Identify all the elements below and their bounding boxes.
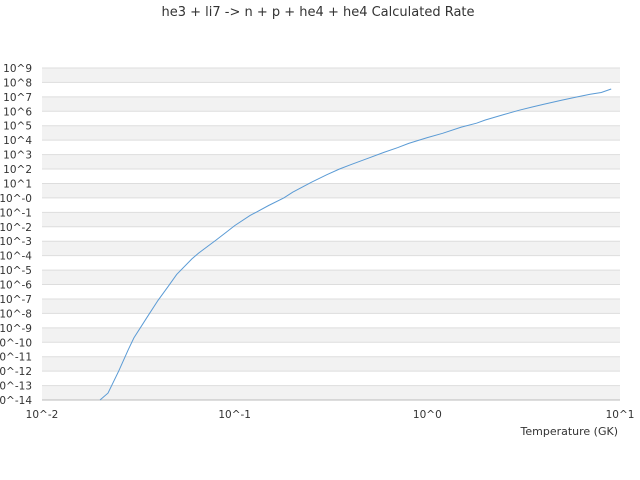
x-tick-label: 10^-1 bbox=[218, 409, 251, 421]
grid-band bbox=[42, 96, 620, 112]
y-tick-label: 10^7 bbox=[3, 92, 32, 104]
grid-band bbox=[42, 385, 620, 400]
x-tick-label: 10^0 bbox=[413, 409, 442, 421]
rate-series-line bbox=[99, 88, 612, 401]
grid-band bbox=[42, 183, 620, 198]
grid-band bbox=[42, 68, 620, 83]
grid-band bbox=[42, 154, 620, 170]
grid-band bbox=[42, 298, 620, 314]
y-tick-label: 10^5 bbox=[3, 121, 32, 133]
grid-band bbox=[42, 212, 620, 227]
x-axis-label: Temperature (GK) bbox=[520, 425, 619, 438]
y-tick-label: 10^-6 bbox=[0, 280, 32, 292]
grid-lines bbox=[42, 67, 620, 401]
y-tick-label: 10^-1 bbox=[0, 207, 32, 219]
y-tick-labels: 10^-14 10^-13 10^-12 10^-11 10^-10 10^-9 10^-8… bbox=[0, 63, 32, 407]
y-tick-label: 10^6 bbox=[3, 106, 32, 118]
y-tick-label: 10^1 bbox=[3, 178, 32, 190]
grid-band bbox=[42, 125, 620, 141]
x-tick-label: 10^1 bbox=[606, 409, 635, 421]
y-tick-label: 10^-3 bbox=[0, 236, 32, 248]
y-tick-label: 10^-5 bbox=[0, 265, 32, 277]
grid-bands bbox=[42, 68, 620, 400]
grid-band bbox=[42, 327, 620, 343]
x-tick-label: 10^-2 bbox=[26, 409, 59, 421]
grid-band bbox=[42, 356, 620, 372]
y-tick-label: 10^4 bbox=[3, 135, 32, 147]
chart-title: he3 + li7 -> n + p + he4 + he4 Calculate… bbox=[161, 5, 474, 20]
y-tick-label: 10^-11 bbox=[0, 352, 32, 364]
y-tick-label: 10^-9 bbox=[0, 323, 32, 335]
grid-band bbox=[42, 241, 620, 256]
y-tick-label: 10^-10 bbox=[0, 337, 32, 349]
y-tick-label: 10^-8 bbox=[0, 308, 32, 320]
y-tick-label: 10^9 bbox=[3, 63, 32, 75]
y-tick-label: 10^-14 bbox=[0, 395, 32, 407]
y-tick-label: 10^-13 bbox=[0, 381, 32, 393]
y-tick-label: 10^2 bbox=[3, 164, 32, 176]
y-tick-label: 10^-7 bbox=[0, 294, 32, 306]
y-tick-label: 10^-12 bbox=[0, 366, 32, 378]
y-tick-label: 10^-4 bbox=[0, 251, 32, 263]
y-tick-label: 10^-0 bbox=[0, 193, 32, 205]
y-tick-label: 10^3 bbox=[3, 150, 32, 162]
y-tick-label: 10^-2 bbox=[0, 222, 32, 234]
y-tick-label: 10^8 bbox=[3, 77, 32, 89]
grid-band bbox=[42, 270, 620, 285]
x-tick-labels: 10^-2 10^-1 10^0 10^1 bbox=[26, 409, 635, 421]
